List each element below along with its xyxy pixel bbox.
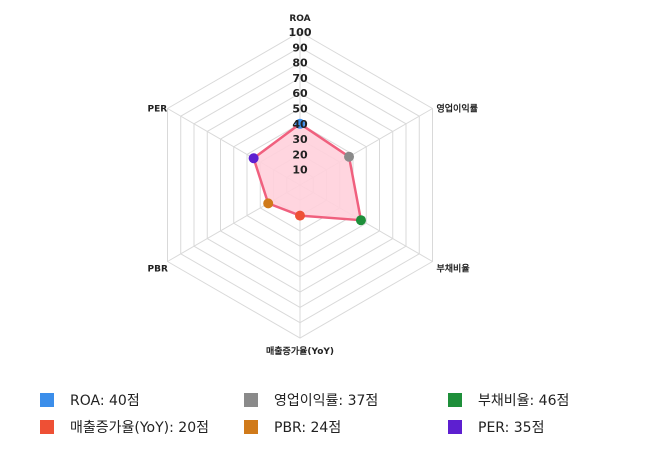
legend-swatch-pbr [244,420,258,434]
legend-label-debt-ratio: 부채비율: 46점 [478,393,570,409]
tick-label-50: 50 [292,103,308,116]
tick-label-40: 40 [292,118,308,131]
legend-swatch-roa [40,393,54,407]
data-point-2 [355,215,366,226]
category-label-5: PER [147,105,167,115]
tick-label-90: 90 [292,41,308,54]
category-label-1: 영업이익률 [437,103,478,115]
radial-tick-labels: 10 20 30 40 50 60 70 80 90 100 [289,26,312,177]
data-point-5 [248,153,259,164]
legend-item-debt-ratio[interactable]: 부채비율: 46점 [448,390,618,410]
tick-label-80: 80 [292,57,308,70]
tick-label-20: 20 [292,148,308,161]
legend-label-sales-growth: 매출증가율(YoY): 20점 [70,420,209,436]
legend-label-pbr: PBR: 24점 [274,420,342,436]
data-point-4 [263,198,274,209]
tick-label-100: 100 [289,26,312,39]
legend-item-sales-growth[interactable]: 매출증가율(YoY): 20점 [40,417,244,437]
legend-swatch-operating-margin [244,393,258,407]
legend-label-roa: ROA: 40점 [70,393,140,409]
category-label-4: PBR [147,265,167,275]
tick-label-30: 30 [292,133,308,146]
tick-label-10: 10 [292,164,308,177]
tick-label-70: 70 [292,72,308,85]
category-label-3: 매출증가율(YoY) [266,345,334,357]
legend: ROA: 40점 영업이익률: 37점 부채비율: 46점 매출증가율(YoY)… [40,390,620,437]
legend-swatch-debt-ratio [448,393,462,407]
data-point-0 [295,118,305,129]
radar-chart: 10 20 30 40 50 60 70 80 90 100 ROA 영업이익률부채비율매출증가율(… [147,14,477,357]
data-point-3 [295,210,305,221]
legend-item-operating-margin[interactable]: 영업이익률: 37점 [244,390,448,410]
legend-item-roa[interactable]: ROA: 40점 [40,390,244,410]
category-label-0: ROA [289,14,310,24]
legend-swatch-sales-growth [40,420,54,434]
category-label-2: 부채비율 [437,263,470,275]
data-points [248,118,366,226]
legend-item-pbr[interactable]: PBR: 24점 [244,417,448,437]
legend-item-per[interactable]: PER: 35점 [448,417,618,437]
tick-label-60: 60 [292,87,308,100]
legend-swatch-per [448,420,462,434]
data-point-1 [344,151,355,162]
legend-label-per: PER: 35점 [478,420,545,436]
legend-label-operating-margin: 영업이익률: 37점 [274,393,379,409]
